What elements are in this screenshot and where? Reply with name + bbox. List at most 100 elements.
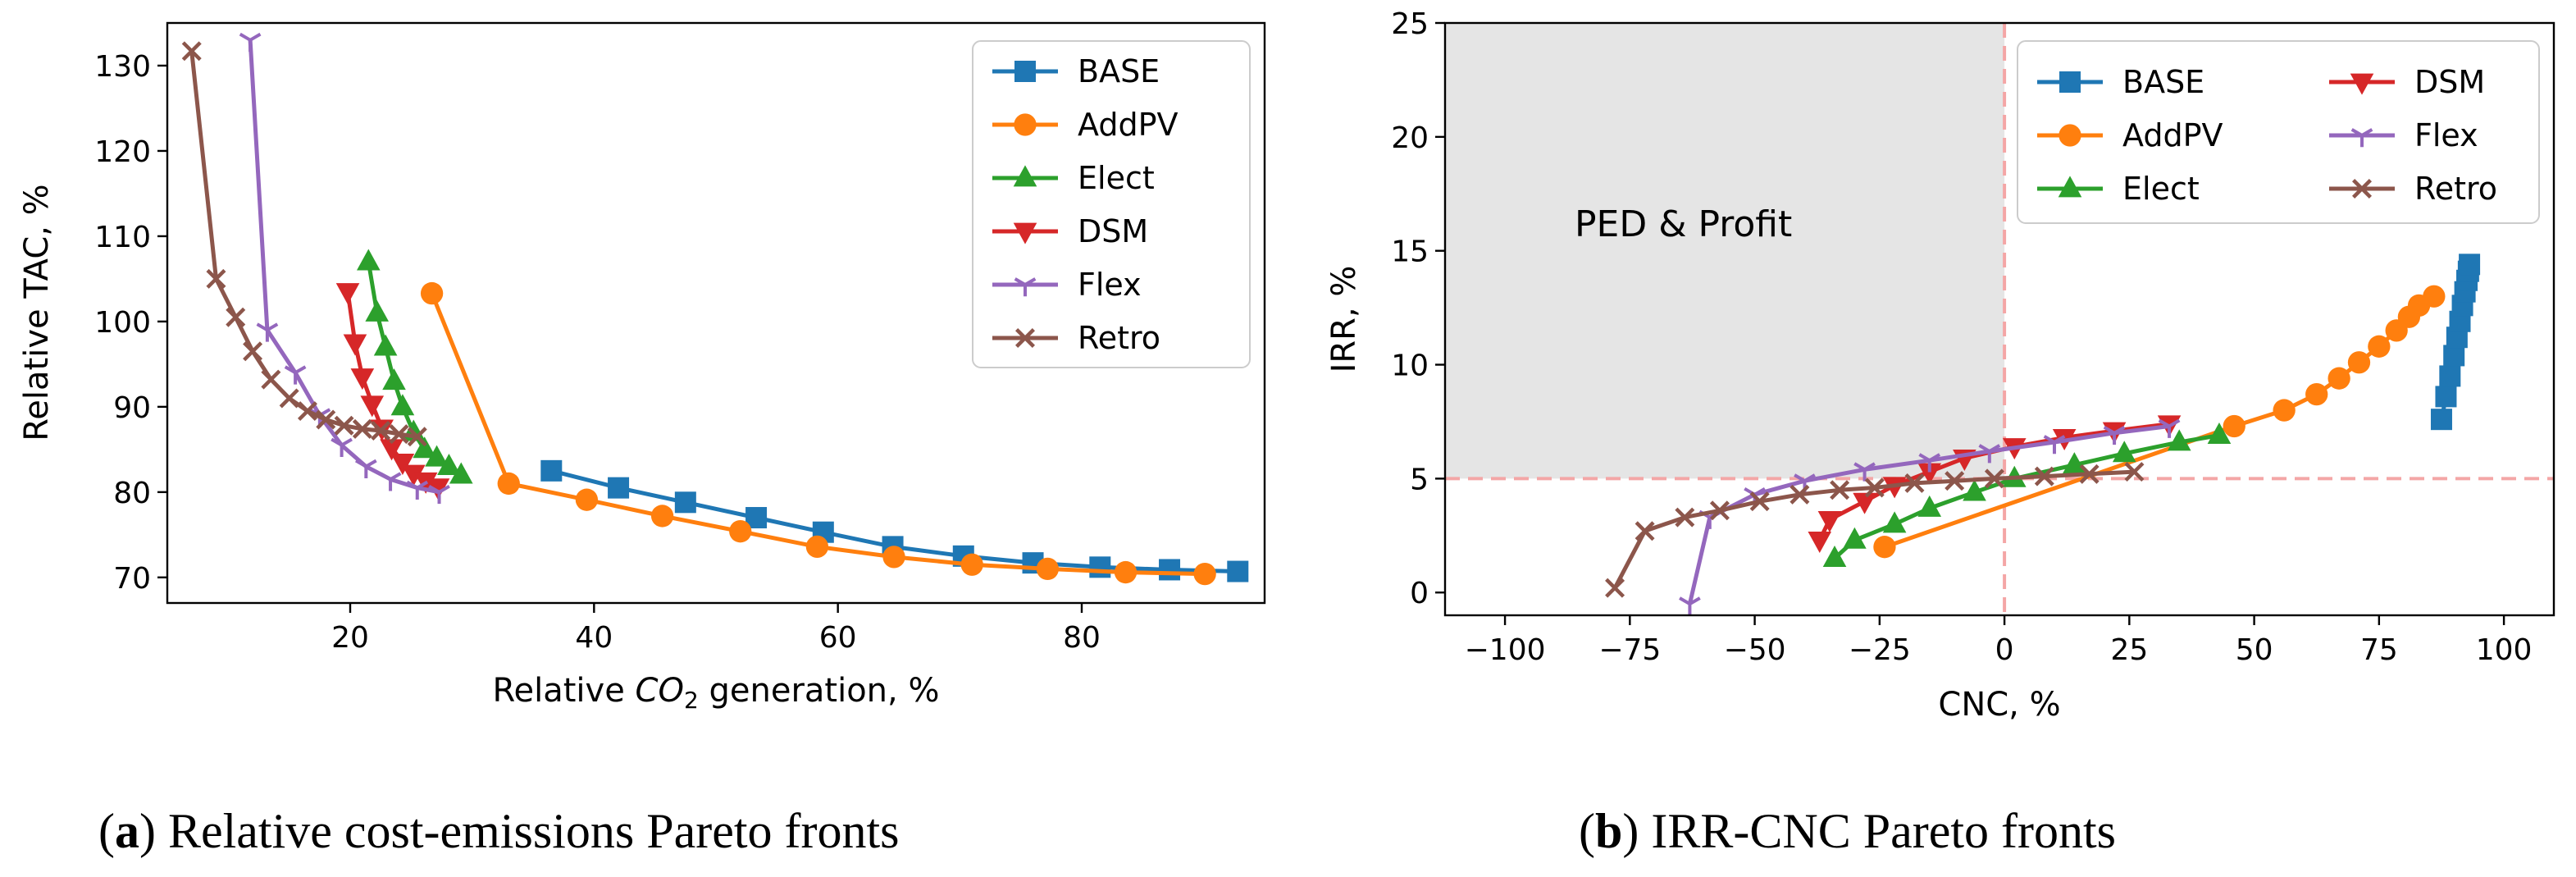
panel-a-point-addpv: [1114, 560, 1138, 584]
panel-a-xtick-label: 60: [819, 621, 857, 655]
panel-b-xtick-label: −25: [1849, 633, 1911, 667]
panel-b-point-elect: [2207, 423, 2232, 445]
panel-b-point-base: [2430, 409, 2452, 431]
panel-b-point-addpv: [2423, 285, 2446, 308]
panel-a-frame: [166, 21, 1266, 605]
panel-a-series-retro: [181, 41, 427, 447]
panel-b-point-elect: [1822, 545, 1847, 567]
panel-a-series-addpv: [420, 281, 1216, 586]
panel-a-ytick-label: 90: [113, 391, 151, 425]
panel-a-point-elect: [373, 334, 398, 356]
panel-a-point-addpv: [882, 546, 905, 569]
panel-b-legend-label: Flex: [2414, 117, 2478, 153]
panel-a-point-dsm: [390, 454, 415, 476]
panel-a-legend-label: Flex: [1078, 267, 1142, 303]
panel-b-point-elect: [1917, 495, 1942, 517]
panel-b-ytick-label: 5: [1410, 463, 1429, 496]
panel-a-legend-item-flex: Flex: [992, 267, 1142, 303]
panel-a-point-elect: [437, 454, 461, 476]
panel-b-point-elect: [1843, 527, 1867, 549]
panel-a-point-flex: [284, 365, 307, 385]
panel-a-ytick-label: 130: [94, 50, 151, 84]
panel-b-series: [1605, 254, 2481, 615]
panel-b-series-retro: [1605, 462, 2145, 598]
panel-b-series-addpv: [1873, 285, 2446, 559]
panel-a-xtick-label: 40: [575, 621, 613, 655]
panel-a-legend-item-addpv: AddPV: [992, 107, 1178, 143]
panel-a-point-retro: [297, 401, 317, 422]
panel-a-point-flex: [406, 480, 429, 500]
panel-b-point-retro: [2124, 462, 2145, 482]
panel-a-point-elect: [390, 394, 415, 416]
panel-a-ylabel: Relative TAC, %: [18, 184, 56, 441]
panel-b-point-retro: [1945, 471, 1965, 491]
panel-b-point-flex: [2103, 425, 2126, 445]
panel-b-ticks: −100 −75 −50 −25 0 25 50 75 100 0 5 10 15 20 25: [1391, 7, 2532, 667]
panel-b-point-retro: [2034, 466, 2054, 486]
panel-b-point-addpv: [2328, 367, 2350, 390]
panel-a-point-flex: [354, 459, 377, 478]
panel-b-legend-label: AddPV: [2122, 117, 2223, 153]
panel-b-point-dsm: [1808, 531, 1832, 553]
panel-b-point-elect: [2112, 441, 2136, 463]
panel-b-legend-item-dsm: DSM: [2329, 64, 2485, 100]
panel-a-legend-label: Elect: [1078, 160, 1155, 196]
panel-b-point-retro: [1790, 484, 1810, 505]
panel-a-point-base: [608, 477, 630, 499]
panel-a-legend-item-elect: Elect: [992, 160, 1155, 196]
panel-a-ytick-label: 80: [113, 477, 151, 510]
panel-a-series-elect: [357, 249, 473, 484]
panel-a-point-flex: [256, 322, 279, 342]
panel-a-point-base: [1159, 559, 1181, 581]
panel-b-point-retro: [1749, 491, 1770, 512]
panel-a-point-base: [1089, 556, 1111, 578]
panel-b-frame: [1443, 21, 2555, 617]
panel-a-point-retro: [206, 268, 226, 289]
panel-b-point-flex: [2158, 418, 2181, 438]
panel-a-point-dsm: [426, 478, 450, 500]
panel-b-point-addpv: [2223, 414, 2245, 438]
panel-b-xtick-label: −100: [1465, 633, 1546, 667]
panel-b-point-dsm: [1853, 492, 1876, 514]
panel-a-point-base: [540, 459, 563, 482]
panel-b-xtick-label: 50: [2236, 633, 2273, 667]
panel-b-legend: BASE AddPV Elect DSM Flex Retro: [2017, 40, 2540, 224]
panel-b-point-elect: [2167, 429, 2191, 451]
panel-b-ytick-label: 25: [1391, 7, 1429, 41]
panel-b-point-retro: [1635, 521, 1655, 541]
panel-a-point-flex: [428, 484, 450, 505]
panel-b-point-base: [2443, 345, 2465, 367]
panel-b-point-retro: [1984, 468, 2004, 489]
panel-b-legend-label: Elect: [2122, 171, 2200, 207]
panel-a-point-retro: [352, 418, 372, 439]
panel-a-point-addpv: [575, 488, 599, 511]
panel-a-point-retro: [407, 427, 427, 447]
panel-a-point-retro: [261, 369, 281, 390]
panel-a-point-retro: [243, 341, 263, 362]
panel-b-legend-marker: [2352, 179, 2372, 199]
panel-a-legend-label: BASE: [1078, 53, 1160, 89]
panel-b-ytick-label: 20: [1391, 121, 1429, 155]
panel-a-legend-item-dsm: DSM: [992, 213, 1148, 249]
panel-a-legend-marker: [1014, 113, 1037, 136]
panel-a-legend-marker: [1013, 222, 1037, 244]
panel-b-point-retro: [1830, 480, 1850, 500]
panel-a-point-elect: [365, 299, 390, 322]
panel-a: 20 40 60 80 70 80 90 100 110 120 130 Relative CO2 …: [18, 21, 1266, 858]
panel-b-legend-marker: [2350, 73, 2374, 95]
panel-b-point-flex: [1978, 444, 2001, 464]
panel-a-xlabel: Relative CO2 generation, %: [493, 672, 940, 714]
panel-b-ytick-label: 0: [1410, 577, 1429, 610]
panel-b-point-addpv: [1873, 536, 1896, 559]
panel-a-point-retro: [334, 415, 354, 436]
panel-a-point-addpv: [1193, 563, 1216, 586]
panel-b-line-dsm: [1817, 422, 2170, 541]
panel-a-ytick-label: 100: [94, 306, 151, 340]
panel-a-point-flex: [379, 472, 402, 491]
panel-b-region: [1445, 23, 2554, 615]
panel-a-legend-item-base: BASE: [992, 53, 1160, 89]
panel-a-legend-label: AddPV: [1078, 107, 1178, 143]
panel-b-legend-label: Retro: [2414, 171, 2497, 207]
panel-b-point-elect: [2063, 452, 2086, 474]
